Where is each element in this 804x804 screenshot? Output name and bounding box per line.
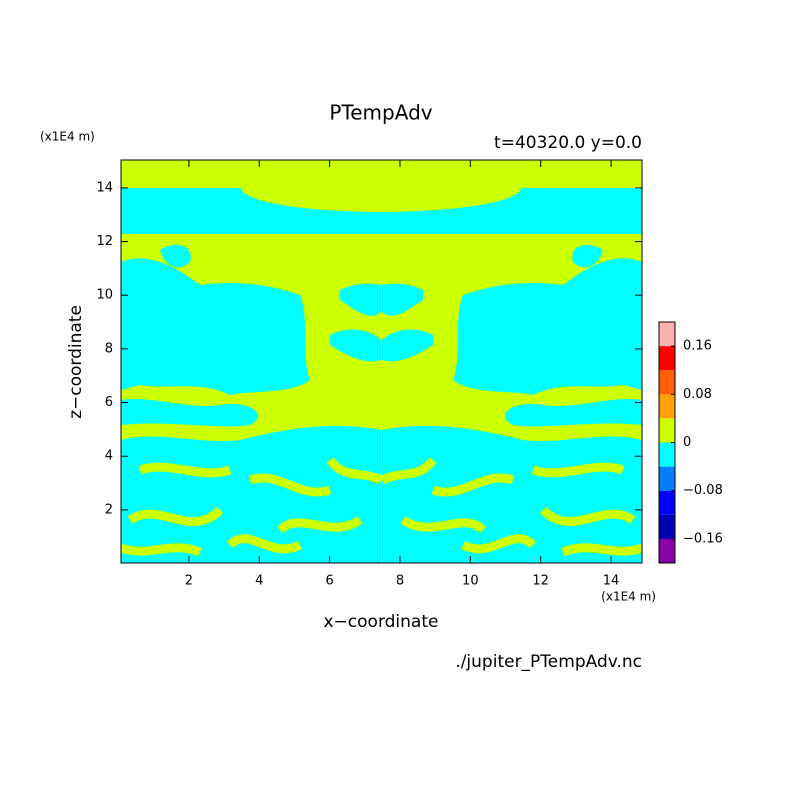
chart-title: PTempAdv: [329, 101, 432, 125]
subtitle: t=40320.0 y=0.0: [494, 133, 642, 153]
colorbar-label: 0.08: [683, 387, 712, 402]
colorbar-segment: [659, 514, 675, 539]
colorbar-segment: [659, 490, 675, 515]
y-axis-label: z−coordinate: [66, 305, 86, 419]
x-unit: (x1E4 m): [601, 590, 656, 604]
x-tick-label: 10: [462, 574, 479, 589]
x-tick-label: 2: [185, 574, 193, 589]
y-tick-label: 8: [105, 341, 113, 356]
y-tick-label: 6: [105, 395, 113, 410]
colorbar-segment: [659, 346, 675, 371]
colorbar-segment: [659, 394, 675, 419]
y-tick-label: 4: [105, 449, 113, 464]
colorbar-segment: [659, 442, 675, 467]
x-tick-label: 6: [325, 574, 333, 589]
colorbar-segment: [659, 466, 675, 491]
colorbar-segment: [659, 322, 675, 347]
y-tick-label: 14: [96, 180, 113, 195]
colorbar-label: −0.08: [683, 483, 723, 498]
x-tick-label: 8: [396, 574, 404, 589]
x-tick-label: 12: [532, 574, 549, 589]
y-tick-label: 12: [96, 234, 113, 249]
colorbar-segment: [659, 418, 675, 443]
x-axis-label: x−coordinate: [324, 612, 439, 632]
y-tick-label: 10: [96, 288, 113, 303]
colorbar-label: 0: [683, 435, 691, 450]
colorbar-segment: [659, 538, 675, 563]
colorbar-label: 0.16: [683, 339, 712, 354]
colorbar-segment: [659, 370, 675, 395]
x-tick-label: 14: [603, 574, 620, 589]
y-tick-label: 2: [105, 502, 113, 517]
x-tick-label: 4: [255, 574, 263, 589]
y-unit: (x1E4 m): [40, 130, 95, 144]
contour-field: [121, 160, 642, 563]
source-file: ./jupiter_PTempAdv.nc: [455, 652, 642, 672]
plot-frame: [120, 159, 643, 564]
colorbar-label: −0.16: [683, 531, 723, 546]
